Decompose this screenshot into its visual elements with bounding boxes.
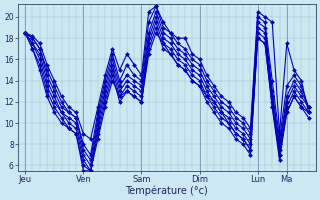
X-axis label: Température (°c): Température (°c) (125, 185, 208, 196)
